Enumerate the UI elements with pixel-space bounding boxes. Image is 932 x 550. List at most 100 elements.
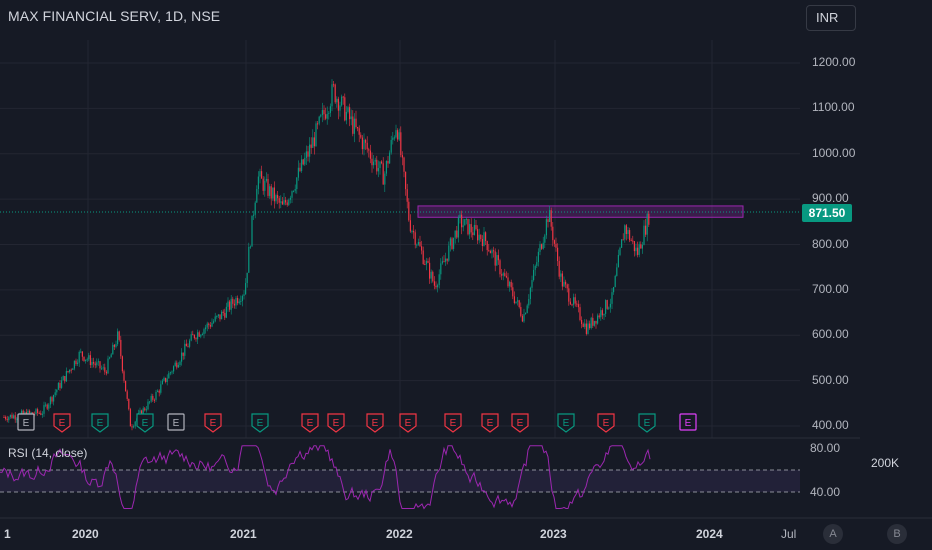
candle-body	[331, 84, 333, 107]
candle-body	[150, 395, 152, 402]
candle-body	[589, 323, 591, 329]
candle-body	[440, 263, 442, 275]
candle-body	[129, 409, 131, 427]
candle-body	[185, 343, 187, 347]
candle-body	[521, 315, 523, 322]
candle-body	[243, 294, 245, 296]
candle-body	[630, 240, 632, 242]
candle-body	[523, 314, 525, 322]
candle-body	[29, 410, 31, 413]
rsi-indicator-label[interactable]: RSI (14, close)	[8, 446, 88, 460]
candle-body	[6, 418, 8, 421]
candle-body	[214, 316, 216, 322]
candle-body	[555, 243, 557, 248]
candle-body	[403, 157, 405, 172]
candle-body	[245, 283, 247, 295]
candle-body	[585, 323, 587, 334]
price-tick-label: 600.00	[812, 327, 849, 342]
candle-body	[441, 261, 443, 264]
candle-body	[262, 178, 264, 191]
symbol-title[interactable]: MAX FINANCIAL SERV, 1D, NSE	[8, 8, 221, 24]
candle-body	[43, 405, 45, 414]
earnings-marker-bad: E	[597, 413, 615, 433]
candle-body	[259, 171, 261, 177]
candle-body	[97, 361, 99, 363]
candle-body	[307, 151, 309, 157]
earnings-marker-bad: E	[444, 413, 462, 433]
candle-body	[53, 394, 55, 402]
resistance-zone[interactable]	[417, 205, 744, 218]
candle-body	[464, 219, 466, 226]
candle-body	[366, 142, 368, 150]
earnings-marker-label: E	[450, 418, 457, 429]
candle-body	[117, 331, 119, 345]
candle-body	[549, 210, 551, 222]
candle-body	[54, 392, 56, 395]
candle-body	[488, 250, 490, 252]
candle-body	[48, 404, 50, 409]
candle-body	[637, 247, 639, 255]
earnings-marker-label: E	[685, 418, 692, 429]
candle-body	[313, 137, 315, 147]
candle-body	[384, 173, 386, 185]
candle-body	[544, 235, 546, 243]
candle-body	[286, 202, 288, 205]
candle-body	[61, 380, 63, 388]
candle-body	[373, 161, 375, 166]
candle-body	[613, 286, 615, 293]
candle-body	[416, 244, 418, 246]
candle-body	[251, 215, 253, 247]
candle-body	[285, 200, 287, 203]
earnings-marker-label: E	[603, 418, 610, 429]
candle-body	[358, 128, 360, 135]
candle-body	[232, 298, 234, 304]
candle-body	[297, 167, 299, 178]
candle-body	[557, 247, 559, 262]
candle-body	[152, 395, 154, 400]
candle-body	[77, 362, 79, 364]
candle-body	[201, 334, 203, 336]
candle-body	[614, 275, 616, 287]
log-scale-button[interactable]: B	[887, 524, 907, 544]
candle-body	[153, 399, 155, 401]
candle-body	[406, 189, 408, 202]
candle-body	[566, 284, 568, 289]
candle-body	[51, 397, 53, 402]
last-price-badge: 871.50	[802, 204, 852, 222]
candle-body	[645, 225, 647, 235]
candle-body	[483, 232, 485, 246]
candle-body	[318, 116, 320, 124]
candle-body	[459, 214, 461, 218]
candle-body	[643, 225, 645, 245]
auto-scale-button[interactable]: A	[823, 524, 843, 544]
candle-body	[65, 371, 67, 382]
candle-body	[94, 363, 96, 366]
candle-body	[49, 397, 51, 405]
candle-body	[491, 250, 493, 254]
earnings-marker-label: E	[97, 418, 104, 429]
candle-body	[397, 130, 399, 140]
candle-body	[472, 232, 474, 236]
candle-body	[457, 217, 459, 238]
earnings-marker-label: E	[23, 418, 30, 429]
candle-body	[237, 297, 239, 304]
candle-body	[5, 417, 7, 419]
candle-body	[454, 230, 456, 238]
candle-body	[480, 234, 482, 239]
candle-body	[435, 285, 437, 288]
candle-body	[617, 254, 619, 268]
currency-button[interactable]: INR	[806, 5, 856, 31]
candle-body	[502, 273, 504, 276]
earnings-marker-label: E	[173, 418, 180, 429]
rsi-tick-80: 80.00	[810, 441, 841, 455]
candle-body	[494, 251, 496, 266]
candle-body	[305, 151, 307, 158]
candle-body	[72, 368, 74, 370]
candle-body	[465, 218, 467, 220]
candle-body	[173, 366, 175, 372]
candle-body	[249, 246, 251, 248]
candle-body	[401, 155, 403, 158]
candle-body	[133, 426, 135, 428]
